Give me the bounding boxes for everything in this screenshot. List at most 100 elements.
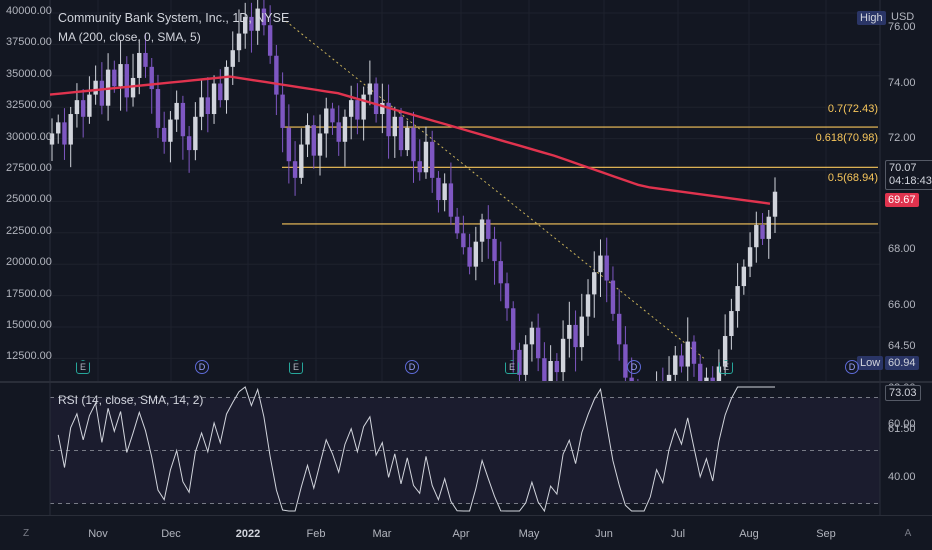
right-axis-tick: 66.00 <box>888 298 916 311</box>
candle <box>311 115 316 169</box>
candle <box>205 77 211 133</box>
rsi-legend[interactable]: RSI (14, close, SMA, 14, 2) <box>58 393 204 407</box>
price-pane[interactable]: Community Bank System, Inc., 1D, NYSE MA… <box>0 0 932 435</box>
candle <box>261 0 267 36</box>
candle-body <box>423 141 429 173</box>
dividend-marker[interactable]: D <box>845 360 859 374</box>
candle-body <box>517 349 522 375</box>
candle-body <box>274 55 279 95</box>
candle <box>673 346 678 382</box>
candle-body <box>199 97 204 117</box>
candle-body <box>280 94 285 128</box>
candle <box>168 111 173 163</box>
candle-body <box>411 127 416 162</box>
candle <box>423 126 429 179</box>
candle-body <box>592 272 597 295</box>
candle-body <box>74 100 80 115</box>
candle <box>62 108 67 160</box>
candle-body <box>473 241 479 267</box>
time-label-mar: Mar <box>372 528 392 540</box>
candle-body <box>529 327 535 345</box>
time-label-dec: Dec <box>161 528 181 540</box>
candle <box>616 289 622 361</box>
candle <box>604 237 609 303</box>
candle-body <box>679 355 684 367</box>
dividend-marker[interactable]: D <box>195 360 209 374</box>
candle-body <box>267 25 273 56</box>
candle-body <box>722 336 728 367</box>
rsi-tick-40: 40.00 <box>888 471 916 483</box>
ma-legend[interactable]: MA (200, close, 0, SMA, 5) <box>58 30 201 44</box>
candle <box>405 120 410 157</box>
candle <box>80 89 86 138</box>
candle-body <box>448 183 454 217</box>
time-label-sep: Sep <box>816 528 836 540</box>
candle <box>199 80 204 131</box>
candle <box>143 34 148 78</box>
candle <box>74 83 80 128</box>
candle <box>473 226 479 281</box>
candle <box>442 173 447 212</box>
candle <box>436 171 441 213</box>
candle-body <box>249 16 254 31</box>
candle-body <box>386 102 391 137</box>
earnings-marker[interactable]: E <box>719 360 733 374</box>
earnings-marker[interactable]: E <box>505 360 519 374</box>
candle-body <box>442 183 447 201</box>
candle-body <box>436 177 441 201</box>
candle <box>598 239 603 297</box>
time-label-jun: Jun <box>595 528 613 540</box>
right-axis-tick: 68.00 <box>888 243 916 255</box>
candle <box>623 326 628 382</box>
candle <box>299 128 304 184</box>
dividend-marker[interactable]: D <box>627 360 641 374</box>
candle <box>292 141 298 196</box>
candle <box>747 232 753 278</box>
symbol-title[interactable]: Community Bank System, Inc., 1D, NYSE <box>58 11 290 25</box>
ma-200-line <box>49 75 771 205</box>
earnings-marker[interactable]: E <box>289 360 303 374</box>
candle-body <box>56 122 61 134</box>
candle <box>105 53 111 121</box>
candle <box>504 272 510 321</box>
candle <box>592 251 597 318</box>
candle-body <box>49 133 55 145</box>
time-axis[interactable]: Z Nov Dec 2022 Feb Mar Apr May Jun Jul A… <box>0 515 932 550</box>
candle-body <box>398 116 404 151</box>
candle-body <box>155 89 161 128</box>
candle-body <box>610 280 616 314</box>
rsi-chart[interactable] <box>0 383 932 515</box>
earnings-marker[interactable]: E <box>76 360 90 374</box>
zoom-button[interactable]: Z <box>22 528 30 539</box>
candle-body <box>286 127 292 162</box>
currency-label: USD <box>891 11 915 23</box>
candle <box>691 335 697 377</box>
candle-body <box>548 361 553 382</box>
auto-scale-button[interactable]: A <box>904 528 912 539</box>
candle <box>567 301 572 358</box>
candle <box>429 130 435 193</box>
dividend-marker[interactable]: D <box>405 360 419 374</box>
rsi-pane[interactable]: RSI (14, close, SMA, 14, 2) 60.00 40.00 … <box>0 383 932 515</box>
left-axis-tick: 22500.00 <box>6 224 52 237</box>
time-label-may: May <box>518 528 540 540</box>
price-chart[interactable] <box>0 0 932 382</box>
rsi-tick-60: 60.00 <box>888 418 916 430</box>
candle-body <box>754 225 759 248</box>
candle-body <box>598 255 603 273</box>
candle <box>56 114 61 144</box>
candle-body <box>492 238 497 262</box>
pane-divider[interactable] <box>0 381 932 383</box>
candle-body <box>454 216 460 234</box>
candle-body <box>380 102 385 115</box>
left-axis-tick: 40000.00 <box>6 5 52 17</box>
candle <box>386 84 391 159</box>
candle-body <box>112 69 117 87</box>
candle <box>373 77 379 123</box>
candle-body <box>405 127 410 151</box>
candle-body <box>124 64 129 98</box>
left-axis-tick: 15000.00 <box>6 319 52 331</box>
left-axis-tick: 25000.00 <box>6 193 52 206</box>
left-axis-tick: 12500.00 <box>6 350 52 363</box>
fib-label-05: 0.5(68.94) <box>827 172 878 184</box>
